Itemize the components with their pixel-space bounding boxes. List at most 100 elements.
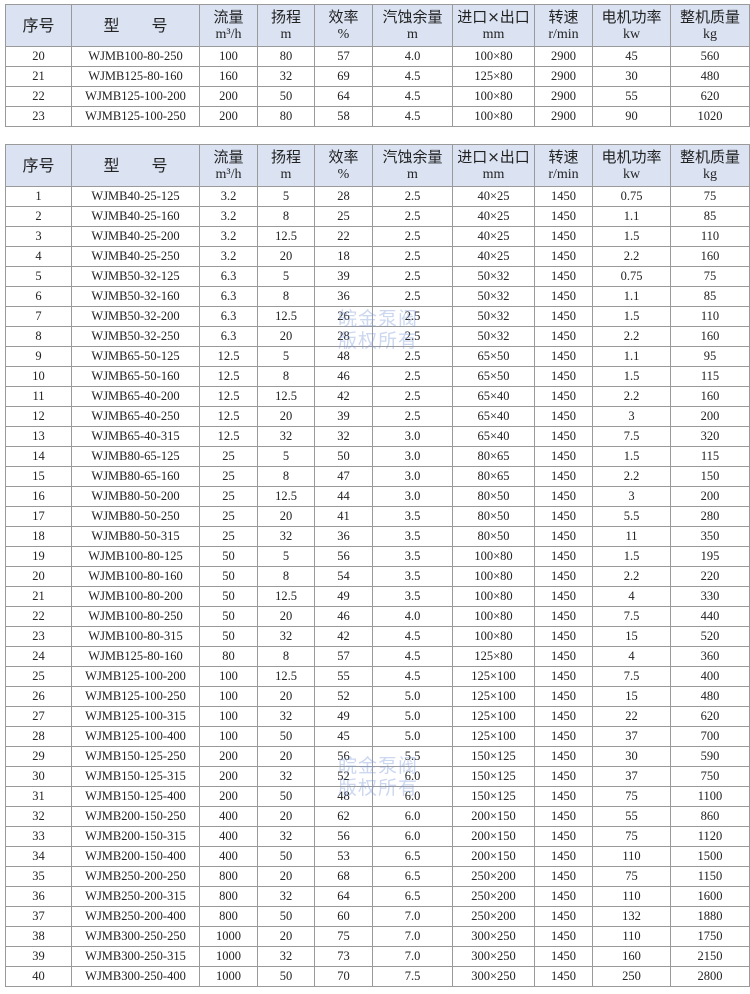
cell-serial-no: 18 bbox=[5, 526, 72, 547]
table-row: 7 WJMB50-32-200 6.3 12.5 26 2.5 50×32 1450 1.5 11… bbox=[5, 306, 750, 327]
cell-efficiency: 52 bbox=[314, 686, 373, 707]
column-header-label: 汽蚀余量 bbox=[382, 7, 443, 26]
cell-serial-no: 15 bbox=[5, 466, 72, 487]
cell-head: 80 bbox=[257, 46, 315, 67]
cell-motor-power: 22 bbox=[592, 706, 671, 727]
cell-npsh: 3.5 bbox=[372, 526, 453, 547]
cell-flow: 800 bbox=[199, 866, 258, 887]
table-row: 36 WJMB250-200-315 800 32 64 6.5 250×200 1450 11… bbox=[5, 886, 750, 907]
cell-weight: 75 bbox=[670, 186, 750, 207]
column-header-motor-power: 电机功率 kw bbox=[592, 144, 671, 187]
cell-speed: 1450 bbox=[534, 846, 593, 867]
cell-weight: 590 bbox=[670, 746, 750, 767]
cell-flow: 1000 bbox=[199, 946, 258, 967]
cell-flow: 6.3 bbox=[199, 306, 258, 327]
cell-efficiency: 57 bbox=[314, 646, 373, 667]
cell-head: 32 bbox=[257, 946, 315, 967]
column-header-speed: 转速 r/min bbox=[534, 4, 593, 47]
column-header-unit: m bbox=[407, 26, 418, 42]
cell-motor-power: 160 bbox=[592, 946, 671, 967]
cell-efficiency: 49 bbox=[314, 586, 373, 607]
cell-motor-power: 2.2 bbox=[592, 566, 671, 587]
cell-inlet-outlet: 80×50 bbox=[452, 526, 535, 547]
cell-serial-no: 35 bbox=[5, 866, 72, 887]
cell-speed: 1450 bbox=[534, 826, 593, 847]
cell-inlet-outlet: 65×40 bbox=[452, 406, 535, 427]
cell-speed: 1450 bbox=[534, 586, 593, 607]
cell-npsh: 2.5 bbox=[372, 366, 453, 387]
cell-head: 20 bbox=[257, 806, 315, 827]
cell-efficiency: 39 bbox=[314, 266, 373, 287]
table-row: 35 WJMB250-200-250 800 20 68 6.5 250×200 1450 75… bbox=[5, 866, 750, 887]
cell-head: 20 bbox=[257, 246, 315, 267]
cell-model: WJMB150-125-250 bbox=[71, 746, 200, 767]
cell-head: 5 bbox=[257, 446, 315, 467]
cell-speed: 2900 bbox=[534, 106, 593, 127]
cell-weight: 1100 bbox=[670, 786, 750, 807]
cell-flow: 200 bbox=[199, 106, 258, 127]
table-row: 6 WJMB50-32-160 6.3 8 36 2.5 50×32 1450 1.1 85 bbox=[5, 286, 750, 307]
cell-flow: 160 bbox=[199, 66, 258, 87]
cell-motor-power: 7.5 bbox=[592, 666, 671, 687]
cell-efficiency: 48 bbox=[314, 786, 373, 807]
cell-speed: 1450 bbox=[534, 966, 593, 987]
cell-npsh: 2.5 bbox=[372, 346, 453, 367]
cell-motor-power: 45 bbox=[592, 46, 671, 67]
column-header-efficiency: 效率% bbox=[314, 4, 373, 47]
column-header-speed: 转速 r/min bbox=[534, 144, 593, 187]
cell-head: 12.5 bbox=[257, 306, 315, 327]
cell-speed: 1450 bbox=[534, 946, 593, 967]
cell-efficiency: 36 bbox=[314, 526, 373, 547]
cell-serial-no: 39 bbox=[5, 946, 72, 967]
cell-npsh: 3.0 bbox=[372, 426, 453, 447]
cell-npsh: 5.0 bbox=[372, 726, 453, 747]
cell-serial-no: 9 bbox=[5, 346, 72, 367]
cell-head: 32 bbox=[257, 426, 315, 447]
cell-head: 5 bbox=[257, 546, 315, 567]
cell-speed: 1450 bbox=[534, 786, 593, 807]
cell-serial-no: 20 bbox=[5, 566, 72, 587]
cell-head: 32 bbox=[257, 66, 315, 87]
cell-efficiency: 41 bbox=[314, 506, 373, 527]
cell-motor-power: 1.1 bbox=[592, 286, 671, 307]
table-row: 20 WJMB100-80-250 100 80 57 4.0 100×80 2900 45 56… bbox=[5, 46, 750, 67]
cell-npsh: 3.0 bbox=[372, 486, 453, 507]
column-header-unit: % bbox=[337, 26, 350, 42]
cell-head: 8 bbox=[257, 646, 315, 667]
cell-weight: 85 bbox=[670, 206, 750, 227]
cell-speed: 1450 bbox=[534, 566, 593, 587]
cell-model: WJMB50-32-250 bbox=[71, 326, 200, 347]
cell-weight: 110 bbox=[670, 306, 750, 327]
cell-motor-power: 37 bbox=[592, 726, 671, 747]
cell-npsh: 7.0 bbox=[372, 946, 453, 967]
cell-inlet-outlet: 40×25 bbox=[452, 186, 535, 207]
column-header-head: 扬程 m bbox=[257, 144, 315, 187]
cell-model: WJMB200-150-400 bbox=[71, 846, 200, 867]
cell-model: WJMB200-150-315 bbox=[71, 826, 200, 847]
cell-npsh: 5.0 bbox=[372, 686, 453, 707]
cell-weight: 160 bbox=[670, 386, 750, 407]
cell-model: WJMB300-250-315 bbox=[71, 946, 200, 967]
cell-motor-power: 5.5 bbox=[592, 506, 671, 527]
cell-efficiency: 46 bbox=[314, 366, 373, 387]
table-row: 4 WJMB40-25-250 3.2 20 18 2.5 40×25 1450 2.2 160 bbox=[5, 246, 750, 267]
cell-npsh: 6.0 bbox=[372, 806, 453, 827]
column-header-label: 整机质量 bbox=[679, 7, 740, 26]
cell-npsh: 2.5 bbox=[372, 266, 453, 287]
column-header-label: 扬程 bbox=[270, 7, 301, 26]
cell-weight: 1600 bbox=[670, 886, 750, 907]
cell-efficiency: 70 bbox=[314, 966, 373, 987]
cell-head: 32 bbox=[257, 766, 315, 787]
cell-speed: 1450 bbox=[534, 286, 593, 307]
cell-motor-power: 2.2 bbox=[592, 246, 671, 267]
cell-efficiency: 25 bbox=[314, 206, 373, 227]
cell-npsh: 4.5 bbox=[372, 86, 453, 107]
cell-inlet-outlet: 100×80 bbox=[452, 566, 535, 587]
column-header-model: 型 号 bbox=[71, 4, 200, 47]
cell-serial-no: 3 bbox=[5, 226, 72, 247]
column-header-serial-no: 序号 bbox=[5, 4, 72, 47]
cell-head: 32 bbox=[257, 526, 315, 547]
cell-head: 80 bbox=[257, 106, 315, 127]
column-header-label: 序号 bbox=[22, 156, 55, 175]
cell-inlet-outlet: 150×125 bbox=[452, 746, 535, 767]
